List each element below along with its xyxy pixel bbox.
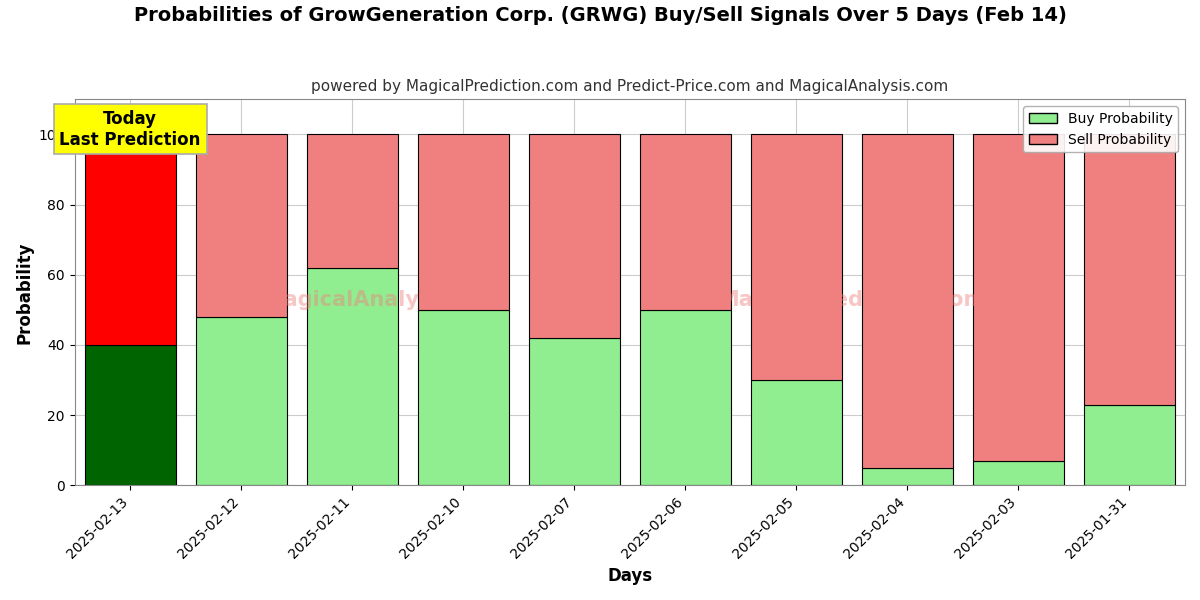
Bar — [973, 461, 1064, 485]
Bar — [85, 134, 175, 345]
Title: powered by MagicalPrediction.com and Predict-Price.com and MagicalAnalysis.com: powered by MagicalPrediction.com and Pre… — [311, 79, 948, 94]
Bar — [196, 134, 287, 317]
Bar — [1084, 134, 1175, 404]
Bar — [85, 345, 175, 485]
Bar — [307, 268, 397, 485]
X-axis label: Days: Days — [607, 567, 653, 585]
Bar — [196, 317, 287, 485]
Bar — [418, 310, 509, 485]
Bar — [640, 310, 731, 485]
Bar — [751, 380, 842, 485]
Bar — [751, 134, 842, 380]
Bar — [862, 134, 953, 468]
Text: MagicalPrediction.com: MagicalPrediction.com — [719, 290, 985, 310]
Text: Today
Last Prediction: Today Last Prediction — [60, 110, 200, 149]
Bar — [307, 134, 397, 268]
Bar — [973, 134, 1064, 461]
Text: MagicalAnalysis.com: MagicalAnalysis.com — [263, 290, 508, 310]
Y-axis label: Probability: Probability — [16, 241, 34, 344]
Bar — [862, 468, 953, 485]
Bar — [418, 134, 509, 310]
Legend: Buy Probability, Sell Probability: Buy Probability, Sell Probability — [1024, 106, 1178, 152]
Bar — [529, 338, 620, 485]
Bar — [529, 134, 620, 338]
Bar — [1084, 404, 1175, 485]
Bar — [640, 134, 731, 310]
Text: Probabilities of GrowGeneration Corp. (GRWG) Buy/Sell Signals Over 5 Days (Feb 1: Probabilities of GrowGeneration Corp. (G… — [133, 6, 1067, 25]
